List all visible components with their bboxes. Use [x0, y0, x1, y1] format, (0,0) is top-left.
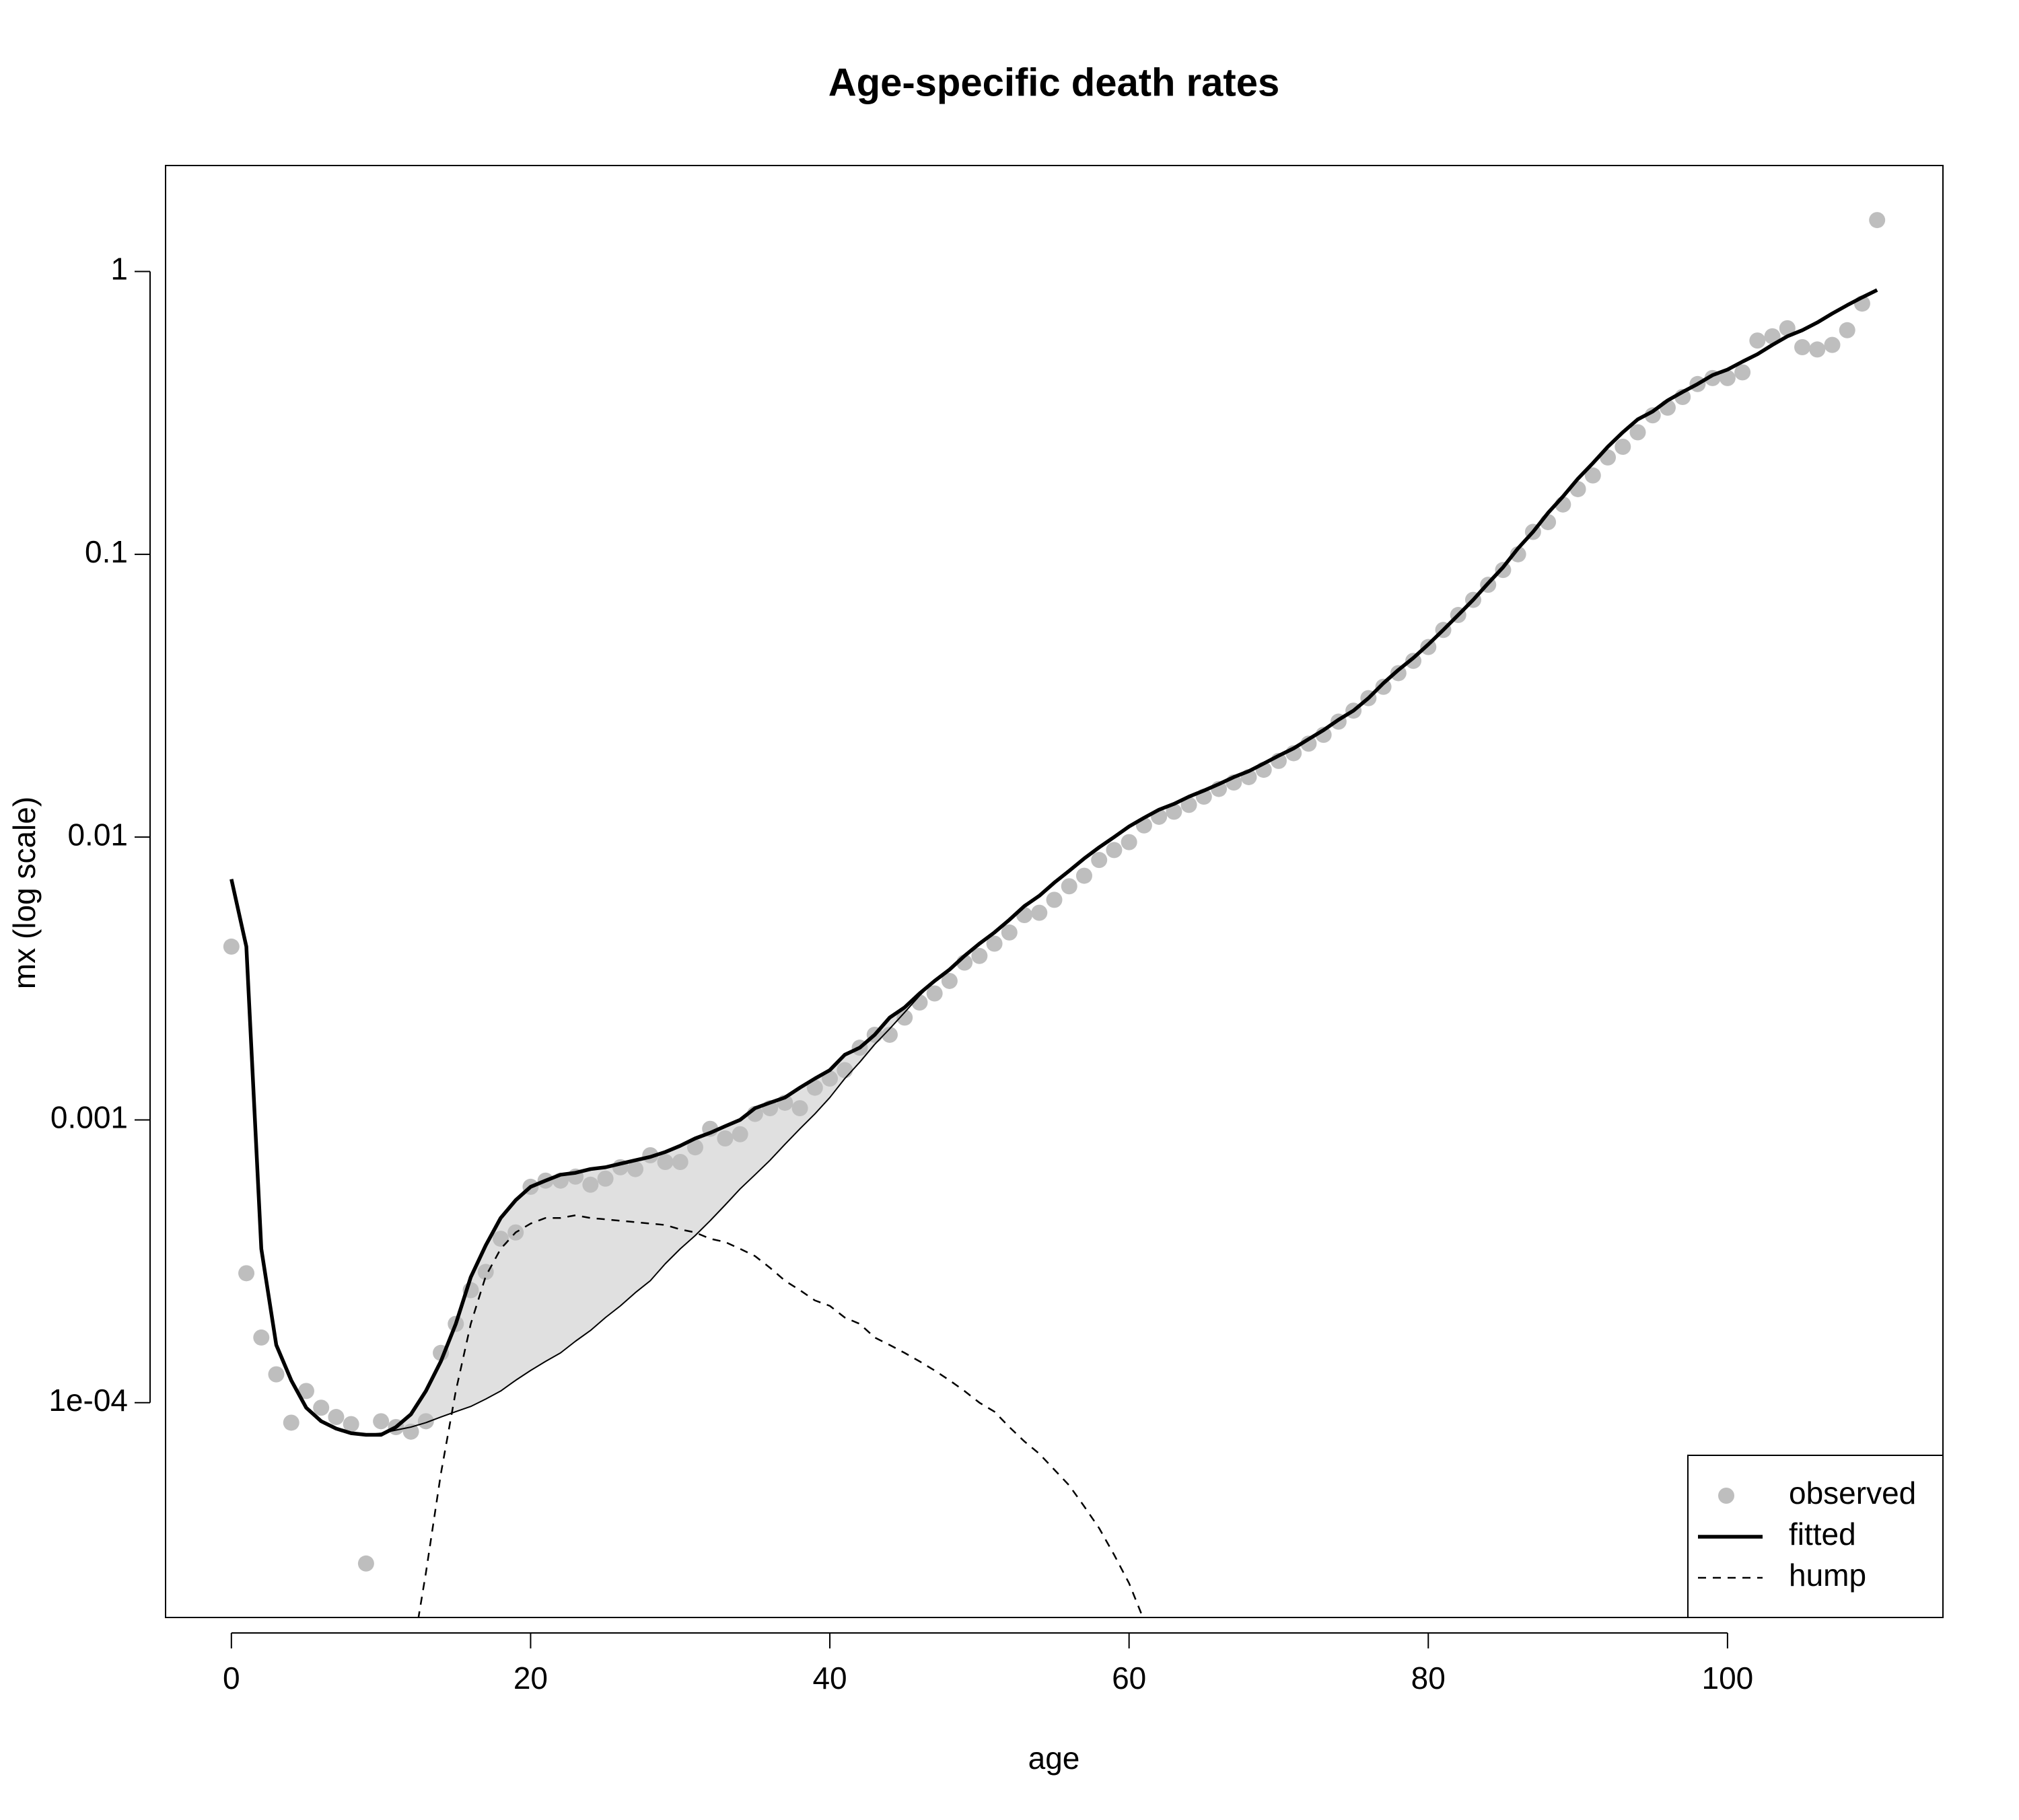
x-tick-label: 100 [1702, 1661, 1754, 1696]
line-fitted [229, 288, 1878, 1437]
data-point [1644, 407, 1661, 424]
data-point [1375, 678, 1392, 695]
data-point [732, 1126, 748, 1142]
data-point [1390, 665, 1407, 682]
data-point [1794, 338, 1811, 355]
data-point [1061, 878, 1077, 895]
data-point [971, 947, 988, 964]
data-point [1839, 322, 1855, 338]
legend: observed fitted hump [1687, 1455, 1944, 1618]
x-tick-label: 80 [1411, 1661, 1446, 1696]
axes: 0 20 40 60 80 100 1e-04 0.001 0.01 0.1 1 [48, 252, 1753, 1696]
data-point [1166, 803, 1182, 820]
data-point [328, 1409, 345, 1426]
data-point [1734, 364, 1751, 381]
data-point [672, 1153, 688, 1170]
plot-frame [165, 165, 1944, 1618]
data-point [357, 1555, 374, 1572]
data-point [1106, 842, 1123, 859]
x-axis-title: age [1028, 1741, 1080, 1776]
y-tick-label: 1 [110, 252, 128, 287]
y-axis-title: mx (log scale) [7, 797, 42, 989]
data-point [1510, 546, 1526, 562]
data-point [253, 1329, 270, 1346]
data-point [1869, 212, 1886, 229]
line-hump [417, 1214, 1144, 1617]
data-point [343, 1416, 359, 1432]
data-point [1719, 369, 1736, 386]
data-point [1764, 328, 1781, 344]
legend-label: fitted [1789, 1517, 1856, 1552]
data-point [1001, 924, 1018, 941]
data-point [926, 985, 943, 1002]
data-point [806, 1079, 823, 1096]
data-point [837, 1062, 853, 1079]
data-point [1180, 797, 1197, 813]
data-point [1615, 439, 1631, 456]
data-point [1779, 320, 1796, 336]
data-point [268, 1366, 285, 1383]
data-point [313, 1399, 330, 1416]
data-point [417, 1413, 434, 1430]
data-point [1091, 852, 1108, 869]
data-point [657, 1153, 674, 1170]
data-point [941, 972, 958, 989]
data-point [1749, 332, 1766, 349]
line-component [365, 969, 950, 1436]
data-point [881, 1026, 898, 1043]
data-point [1031, 904, 1048, 921]
data-point [791, 1100, 808, 1117]
legend-symbol [1718, 1488, 1734, 1504]
data-point [1629, 424, 1646, 441]
data-point [238, 1265, 255, 1282]
data-point [283, 1414, 299, 1431]
y-tick-label: 0.1 [85, 534, 128, 569]
data-point [717, 1130, 734, 1147]
data-point [822, 1070, 839, 1087]
data-point [1046, 891, 1063, 908]
data-point [492, 1231, 509, 1247]
legend-label: hump [1789, 1558, 1866, 1593]
data-point [986, 935, 1003, 952]
legend-label: observed [1789, 1476, 1916, 1510]
data-point [597, 1170, 614, 1187]
x-tick-label: 40 [812, 1661, 847, 1696]
data-point [627, 1161, 644, 1177]
data-point [1824, 336, 1841, 353]
data-point [686, 1139, 703, 1156]
chart-title: Age-specific death rates [828, 61, 1279, 104]
y-tick-label: 1e-04 [48, 1383, 128, 1418]
data-point [896, 1009, 913, 1026]
data-point [1121, 834, 1137, 850]
data-point [223, 938, 240, 955]
data-point [582, 1176, 599, 1193]
data-point [1075, 867, 1092, 884]
x-tick-label: 60 [1112, 1661, 1146, 1696]
data-point [373, 1413, 390, 1430]
data-point [297, 1383, 314, 1399]
plot-area [223, 212, 1886, 1617]
y-tick-label: 0.01 [67, 817, 128, 852]
data-point [1584, 467, 1601, 484]
y-tick-label: 0.001 [50, 1100, 128, 1135]
data-point [1405, 653, 1422, 669]
data-point [1809, 341, 1826, 358]
x-tick-label: 0 [223, 1661, 240, 1696]
x-tick-label: 20 [513, 1661, 548, 1696]
